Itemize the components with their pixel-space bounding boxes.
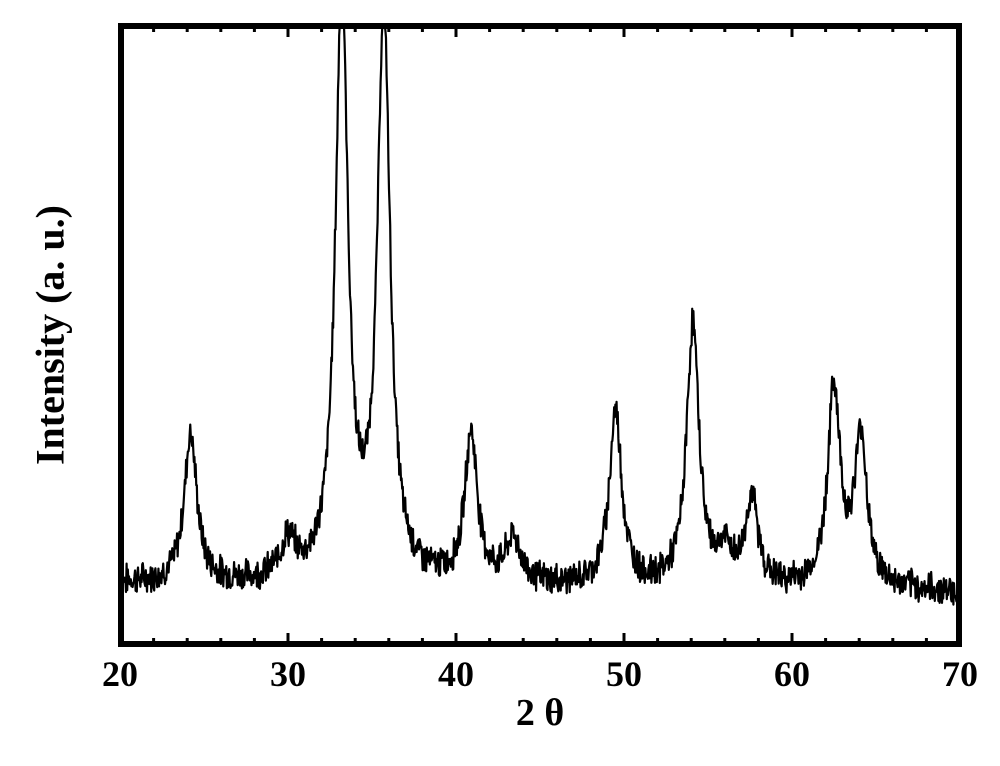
xrd-figure-container: Intensity (a. u.) 2 θ Fe2O3 203040506070… <box>0 0 1000 766</box>
xrd-svg-canvas <box>0 0 1000 766</box>
xrd-trace <box>120 25 960 605</box>
x-ticks <box>120 25 960 645</box>
